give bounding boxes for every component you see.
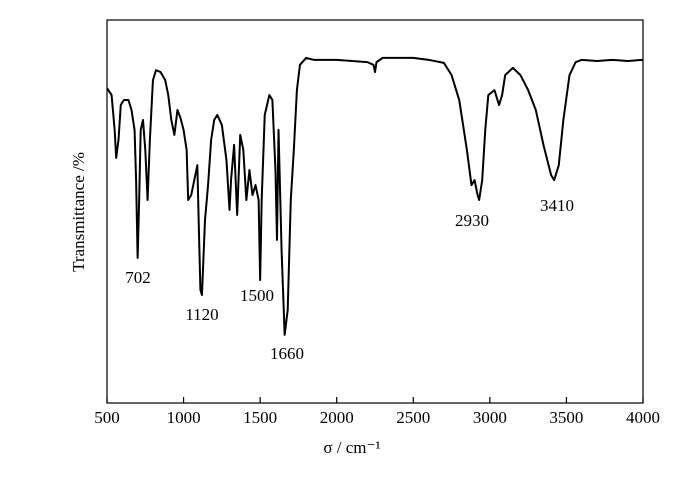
x-tick-label: 2500 xyxy=(396,408,430,427)
plot-frame xyxy=(106,19,644,404)
spectrum-line xyxy=(106,56,644,336)
peak-label: 1500 xyxy=(240,286,274,305)
x-tick-label: 3000 xyxy=(473,408,507,427)
peak-label: 1660 xyxy=(270,344,304,363)
x-tick-label: 500 xyxy=(94,408,120,427)
x-tick-label: 1000 xyxy=(167,408,201,427)
x-tick-label: 3500 xyxy=(549,408,583,427)
peak-label: 2930 xyxy=(455,211,489,230)
peak-label: 3410 xyxy=(540,196,574,215)
x-tick-label: 4000 xyxy=(626,408,660,427)
y-axis-label: Transmittance /% xyxy=(69,152,88,272)
x-axis-label: σ / cm⁻¹ xyxy=(323,438,380,457)
peak-label: 702 xyxy=(125,268,151,287)
peak-label: 1120 xyxy=(185,305,218,324)
x-tick-label: 1500 xyxy=(243,408,277,427)
x-tick-label: 2000 xyxy=(320,408,354,427)
